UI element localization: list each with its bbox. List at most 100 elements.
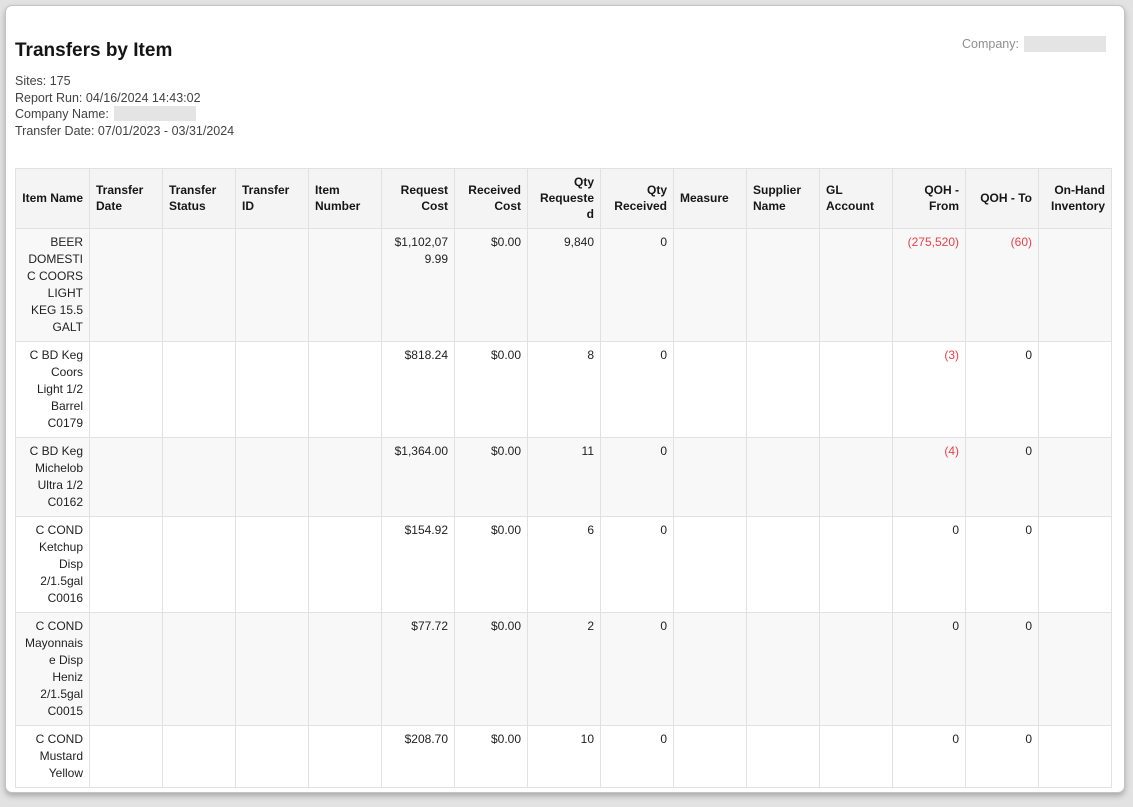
cell-item-name: BEER DOMESTIC COORS LIGHT KEG 15.5 GALT [15, 227, 90, 342]
cell-qoh-from: 0 [892, 516, 966, 614]
cell-transfer-date [89, 340, 163, 438]
company-label: Company: [962, 37, 1019, 51]
cell-item-name: C BD Keg Michelob Ultra 1/2 C0162 [15, 436, 90, 518]
cell-gl-account [819, 436, 893, 518]
table-row: C COND Mustard Yellow $208.70 $0.00 10 0 0 0 [15, 725, 1112, 789]
cell-qoh-to: (60) [965, 227, 1039, 342]
cell-qoh-from: 0 [892, 725, 966, 789]
table-row: C BD Keg Michelob Ultra 1/2 C0162 $1,364.… [15, 436, 1112, 518]
table-row: C COND Mayonnaise Disp Heniz 2/1.5gal C0… [15, 612, 1112, 727]
cell-received-cost: $0.00 [454, 725, 528, 789]
company-name-redacted [113, 106, 196, 121]
column-header-supplier-name: Supplier Name [746, 168, 820, 229]
cell-received-cost: $0.00 [454, 340, 528, 438]
cell-on-hand-inventory [1038, 725, 1112, 789]
cell-qty-received: 0 [600, 612, 674, 727]
cell-received-cost: $0.00 [454, 516, 528, 614]
cell-qoh-to: 0 [965, 725, 1039, 789]
cell-measure [673, 612, 747, 727]
cell-on-hand-inventory [1038, 340, 1112, 438]
column-header-qoh-from: QOH - From [892, 168, 966, 229]
cell-transfer-status [162, 340, 236, 438]
company-header: Company: [962, 36, 1106, 52]
cell-transfer-id [235, 516, 309, 614]
cell-qty-requested: 6 [527, 516, 601, 614]
cell-qty-requested: 9,840 [527, 227, 601, 342]
table-row: C BD Keg Coors Light 1/2 Barrel C0179 $81… [15, 340, 1112, 438]
cell-item-name: C COND Mayonnaise Disp Heniz 2/1.5gal C0… [15, 612, 90, 727]
cell-supplier-name [746, 227, 820, 342]
column-header-on-hand-inventory: On-Hand Inventory [1038, 168, 1112, 229]
column-header-measure: Measure [673, 168, 747, 229]
cell-transfer-status [162, 725, 236, 789]
cell-item-number [308, 227, 382, 342]
cell-transfer-id [235, 227, 309, 342]
column-header-gl-account: GL Account [819, 168, 893, 229]
cell-gl-account [819, 340, 893, 438]
cell-supplier-name [746, 612, 820, 727]
cell-gl-account [819, 227, 893, 342]
cell-item-number [308, 340, 382, 438]
cell-qty-requested: 2 [527, 612, 601, 727]
cell-received-cost: $0.00 [454, 436, 528, 518]
cell-qoh-to: 0 [965, 612, 1039, 727]
cell-request-cost: $208.70 [381, 725, 455, 789]
column-header-request-cost: Request Cost [381, 168, 455, 229]
column-header-qty-received: Qty Received [600, 168, 674, 229]
cell-item-name: C COND Mustard Yellow [15, 725, 90, 789]
cell-measure [673, 725, 747, 789]
cell-qoh-to: 0 [965, 340, 1039, 438]
cell-qty-received: 0 [600, 227, 674, 342]
cell-request-cost: $818.24 [381, 340, 455, 438]
cell-qty-requested: 10 [527, 725, 601, 789]
cell-qty-received: 0 [600, 340, 674, 438]
table-header-row: Item Name Transfer Date Transfer Status Tra… [15, 168, 1112, 229]
cell-on-hand-inventory [1038, 436, 1112, 518]
cell-gl-account [819, 612, 893, 727]
cell-measure [673, 516, 747, 614]
cell-transfer-id [235, 340, 309, 438]
page-title: Transfers by Item [15, 40, 173, 61]
cell-supplier-name [746, 436, 820, 518]
cell-transfer-status [162, 227, 236, 342]
table-body: BEER DOMESTIC COORS LIGHT KEG 15.5 GALT $… [15, 227, 1112, 789]
cell-qoh-to: 0 [965, 436, 1039, 518]
cell-supplier-name [746, 340, 820, 438]
column-header-item-name: Item Name [15, 168, 90, 229]
meta-company-name: Company Name: [15, 106, 1124, 123]
column-header-transfer-id: Transfer ID [235, 168, 309, 229]
cell-transfer-date [89, 516, 163, 614]
meta-transfer-date: Transfer Date: 07/01/2023 - 03/31/2024 [15, 123, 235, 138]
cell-gl-account [819, 516, 893, 614]
cell-transfer-date [89, 725, 163, 789]
cell-qty-requested: 8 [527, 340, 601, 438]
table-row: C COND Ketchup Disp 2/1.5gal C0016 $154.9… [15, 516, 1112, 614]
meta-report-run: Report Run: 04/16/2024 14:43:02 [15, 90, 201, 105]
cell-request-cost: $77.72 [381, 612, 455, 727]
cell-measure [673, 436, 747, 518]
cell-request-cost: $1,364.00 [381, 436, 455, 518]
cell-qoh-from: (3) [892, 340, 966, 438]
cell-received-cost: $0.00 [454, 227, 528, 342]
cell-item-name: C BD Keg Coors Light 1/2 Barrel C0179 [15, 340, 90, 438]
cell-item-number [308, 436, 382, 518]
cell-item-name: C COND Ketchup Disp 2/1.5gal C0016 [15, 516, 90, 614]
cell-request-cost: $154.92 [381, 516, 455, 614]
cell-transfer-status [162, 612, 236, 727]
cell-qoh-from: (275,520) [892, 227, 966, 342]
cell-item-number [308, 725, 382, 789]
table-row: BEER DOMESTIC COORS LIGHT KEG 15.5 GALT $… [15, 227, 1112, 342]
cell-on-hand-inventory [1038, 227, 1112, 342]
cell-qoh-from: (4) [892, 436, 966, 518]
column-header-qoh-to: QOH - To [965, 168, 1039, 229]
transfers-table: Item Name Transfer Date Transfer Status Tra… [15, 168, 1112, 789]
cell-supplier-name [746, 516, 820, 614]
cell-qoh-from: 0 [892, 612, 966, 727]
cell-item-number [308, 516, 382, 614]
report-card: Company: Transfers by Item Sites: 175 Re… [5, 5, 1125, 793]
cell-qty-received: 0 [600, 516, 674, 614]
column-header-transfer-status: Transfer Status [162, 168, 236, 229]
cell-transfer-id [235, 612, 309, 727]
column-header-transfer-date: Transfer Date [89, 168, 163, 229]
cell-transfer-date [89, 227, 163, 342]
